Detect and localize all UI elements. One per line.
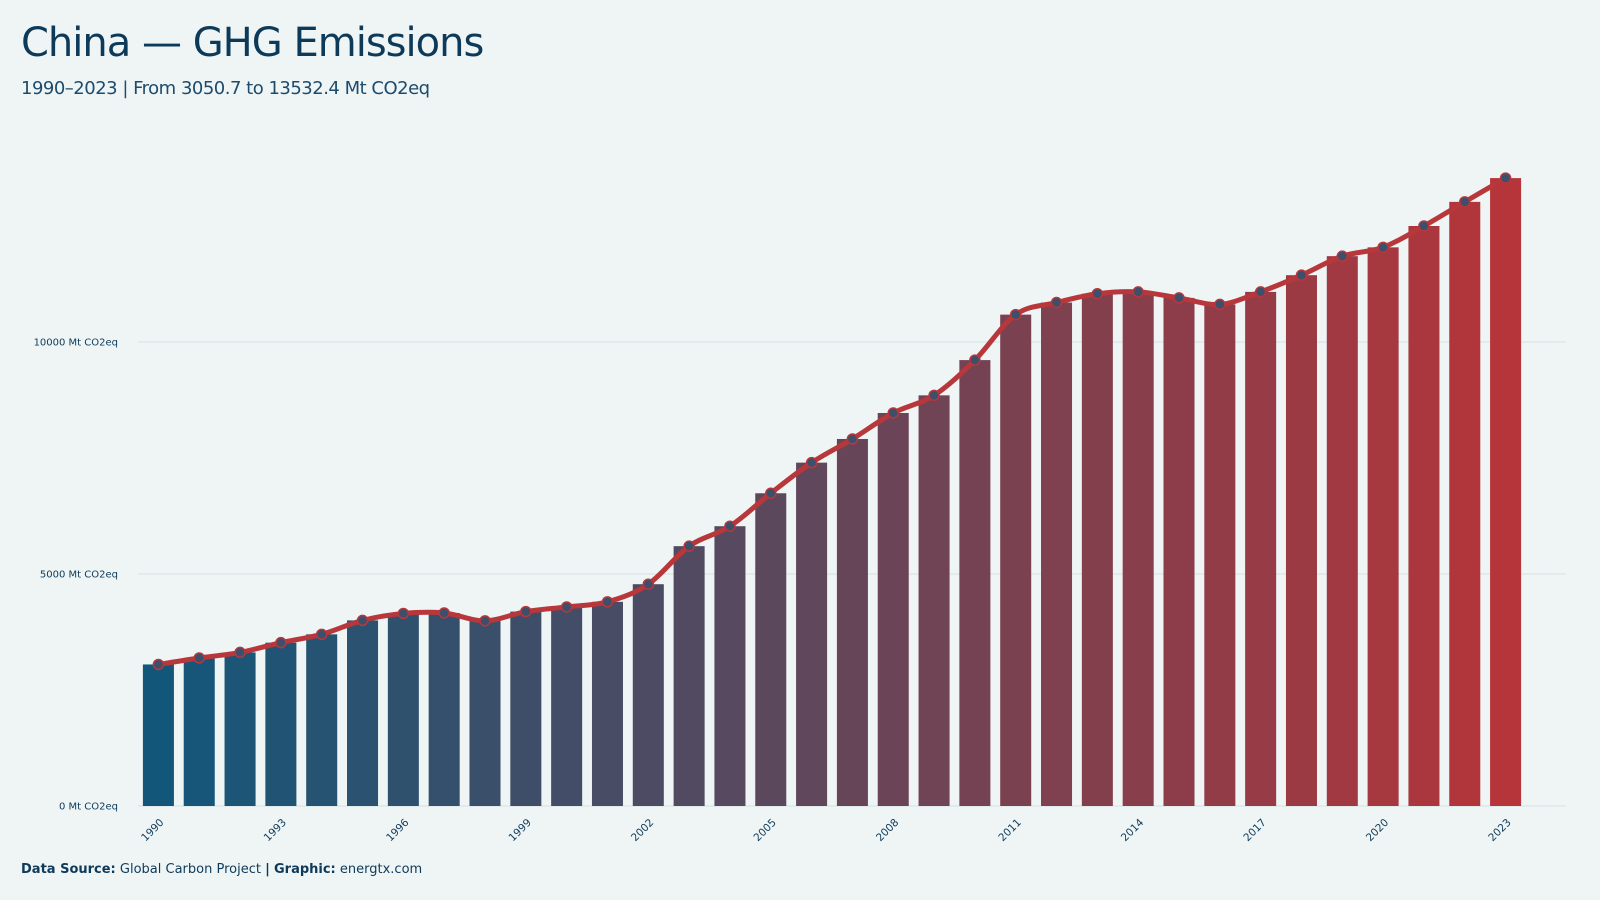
bar-1995 [347, 620, 379, 806]
bar-2007 [836, 438, 868, 806]
x-tick-label: 2011 [996, 817, 1023, 844]
point-2013 [1091, 287, 1104, 300]
x-tick-label: 2023 [1486, 817, 1513, 844]
point-2012 [1050, 296, 1063, 309]
footer-graphic-value: energtx.com [339, 862, 423, 877]
point-2005 [765, 487, 777, 500]
bar-2016 [1204, 304, 1236, 806]
bar-2015 [1163, 297, 1195, 806]
bar-2018 [1285, 275, 1317, 807]
point-2018 [1295, 269, 1308, 281]
bar-2012 [1041, 302, 1073, 806]
point-1992 [234, 646, 246, 659]
point-2004 [724, 520, 736, 532]
bar-2013 [1081, 293, 1113, 806]
x-tick-label: 1996 [384, 816, 412, 844]
point-1994 [315, 628, 328, 641]
bar-2006 [796, 462, 828, 806]
point-2010 [969, 354, 981, 366]
point-1991 [193, 652, 205, 664]
point-1996 [397, 607, 410, 620]
point-2020 [1377, 241, 1389, 254]
bar-1993 [265, 642, 297, 806]
bar-2008 [877, 412, 909, 806]
point-2000 [560, 601, 573, 613]
point-2006 [805, 456, 818, 469]
point-2016 [1214, 298, 1226, 311]
trend-line [155, 175, 1509, 667]
point-1993 [275, 636, 287, 649]
y-axis-ticks: 0 Mt CO2eq 5000 Mt CO2eq 10000 Mt CO2eq [34, 338, 118, 813]
bar-2000 [551, 606, 583, 806]
bar-1997 [428, 612, 460, 806]
point-2014 [1132, 286, 1144, 298]
point-2002 [642, 578, 655, 590]
bar-2001 [591, 601, 623, 806]
point-1995 [356, 614, 369, 627]
bars [142, 178, 1522, 807]
bar-2017 [1245, 291, 1277, 806]
x-tick-label: 2017 [1241, 817, 1268, 844]
x-axis-ticks: 1990 1993 1996 1999 2002 2005 2008 2011 2014 2017… [139, 816, 1514, 844]
point-2023 [1499, 172, 1512, 184]
chart-title: China — GHG Emissions [21, 20, 484, 66]
point-1990 [152, 658, 165, 671]
bar-2003 [673, 546, 705, 806]
footer-source-label: Data Source: [21, 862, 116, 877]
bar-1990 [142, 664, 174, 806]
point-2011 [1009, 308, 1022, 321]
y-tick-label: 5000 Mt CO2eq [40, 570, 118, 581]
markers [152, 172, 1512, 671]
bar-2022 [1449, 201, 1481, 806]
bar-1992 [224, 652, 256, 806]
footer-graphic-label: Graphic: [273, 862, 336, 877]
bar-2009 [918, 395, 950, 806]
bar-2010 [959, 360, 991, 806]
footer-source-value: Global Carbon Project [119, 862, 261, 877]
point-1997 [438, 607, 450, 619]
bar-2020 [1367, 247, 1399, 806]
x-tick-label: 1993 [262, 817, 289, 844]
bar-1999 [510, 611, 542, 806]
bar-2021 [1408, 226, 1440, 806]
bar-2014 [1122, 291, 1154, 806]
point-2021 [1418, 220, 1430, 232]
point-2009 [928, 389, 940, 402]
point-2022 [1459, 196, 1471, 208]
x-tick-label: 2005 [751, 817, 778, 844]
x-tick-label: 2020 [1364, 817, 1391, 844]
bar-1996 [387, 613, 419, 806]
point-2017 [1254, 286, 1267, 298]
bar-2002 [632, 584, 664, 806]
footer: Data Source: Global Carbon Project | Gra… [21, 862, 422, 877]
point-2001 [601, 596, 614, 608]
bar-2011 [1000, 314, 1032, 806]
point-2008 [887, 407, 899, 419]
bar-1991 [183, 657, 215, 806]
bar-1998 [469, 620, 501, 806]
point-2007 [846, 433, 859, 445]
point-2003 [683, 540, 695, 552]
series-line [155, 175, 1509, 667]
point-1999 [520, 605, 532, 618]
point-1998 [479, 615, 491, 627]
chart-subtitle: 1990–2023 | From 3050.7 to 13532.4 Mt CO… [21, 78, 430, 99]
bar-2019 [1326, 256, 1358, 806]
bar-2005 [755, 493, 787, 806]
point-2015 [1173, 292, 1185, 304]
x-tick-label: 2014 [1119, 816, 1147, 844]
y-tick-label: 10000 Mt CO2eq [34, 338, 118, 349]
bar-1994 [306, 634, 338, 806]
bar-2004 [714, 526, 746, 806]
x-tick-label: 2002 [629, 817, 656, 844]
x-tick-label: 1999 [507, 817, 534, 844]
bar-2023 [1490, 178, 1522, 807]
x-tick-label: 2008 [874, 817, 901, 844]
footer-separator: | [265, 862, 270, 877]
y-tick-label: 0 Mt CO2eq [59, 802, 118, 813]
point-2019 [1336, 250, 1349, 262]
x-tick-label: 1990 [139, 817, 166, 844]
